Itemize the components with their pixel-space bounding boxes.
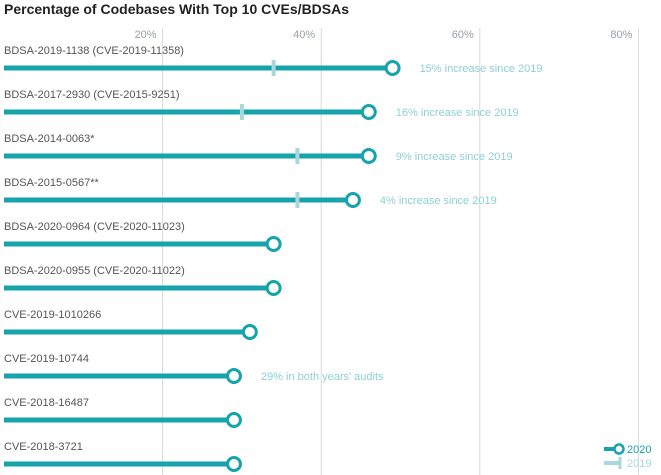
point-2020 (360, 148, 377, 164)
bar-row: BDSA-2015-0567** 4% increase since 2019 (4, 177, 497, 208)
bar-row: BDSA-2014-0063* 9% increase since 2019 (4, 133, 513, 164)
category-label: BDSA-2019-1138 (CVE-2019-11358) (4, 45, 184, 57)
category-label: CVE-2019-1010266 (4, 309, 101, 321)
category-label: CVE-2018-3721 (4, 441, 83, 453)
category-label: BDSA-2020-0955 (CVE-2020-11022) (4, 265, 185, 277)
bar-row: BDSA-2017-2930 (CVE-2015-9251) 16% increa… (4, 89, 519, 120)
point-2020 (265, 236, 282, 252)
category-label: BDSA-2017-2930 (CVE-2015-9251) (4, 89, 180, 101)
annotation-label: 16% increase since 2019 (396, 107, 519, 119)
bar-row: CVE-2019-10744 29% in both years' audits (4, 353, 384, 384)
annotation-label: 4% increase since 2019 (380, 195, 497, 207)
x-tick-label-80: 80% (610, 29, 632, 41)
point-2020 (225, 456, 242, 472)
x-tick-label-60: 60% (452, 29, 474, 41)
x-tick-label-40: 40% (293, 29, 315, 41)
point-2020 (384, 60, 401, 76)
grid-lines (162, 28, 639, 475)
point-2020 (241, 324, 258, 340)
bar-row: CVE-2019-1010266 (4, 309, 258, 340)
category-label: CVE-2018-16487 (4, 397, 89, 409)
point-2020 (265, 280, 282, 296)
legend-label-2019: 2019 (627, 458, 651, 470)
point-2020 (344, 192, 361, 208)
annotation-label: 29% in both years' audits (261, 371, 384, 383)
point-2020 (225, 412, 242, 428)
legend-item-2019: 2019 (604, 457, 651, 470)
bar-row: CVE-2018-3721 (4, 441, 242, 472)
annotation-label: 15% increase since 2019 (420, 63, 543, 75)
point-2020 (225, 368, 242, 384)
legend-item-2020: 2020 (604, 443, 651, 456)
category-label: BDSA-2014-0063* (4, 133, 95, 145)
legend-point-2020 (613, 443, 625, 455)
legend: 2020 2019 (604, 443, 651, 470)
category-label: CVE-2019-10744 (4, 353, 89, 365)
bar-row: CVE-2018-16487 (4, 397, 242, 428)
legend-label-2020: 2020 (627, 444, 651, 456)
bar-row: BDSA-2020-0964 (CVE-2020-11023) (4, 221, 282, 252)
x-tick-label-20: 20% (135, 29, 157, 41)
bar-row: BDSA-2020-0955 (CVE-2020-11022) (4, 265, 282, 296)
bars: BDSA-2019-1138 (CVE-2019-11358) 15% incre… (4, 45, 542, 472)
category-label: BDSA-2015-0567** (4, 177, 100, 189)
chart-title: Percentage of Codebases With Top 10 CVEs… (4, 1, 349, 17)
annotation-label: 9% increase since 2019 (396, 151, 513, 163)
category-label: BDSA-2020-0964 (CVE-2020-11023) (4, 221, 185, 233)
x-axis-ticks: 20%40%60%80%100% (135, 29, 633, 41)
bar-row: BDSA-2019-1138 (CVE-2019-11358) 15% incre… (4, 45, 542, 76)
point-2020 (360, 104, 377, 120)
